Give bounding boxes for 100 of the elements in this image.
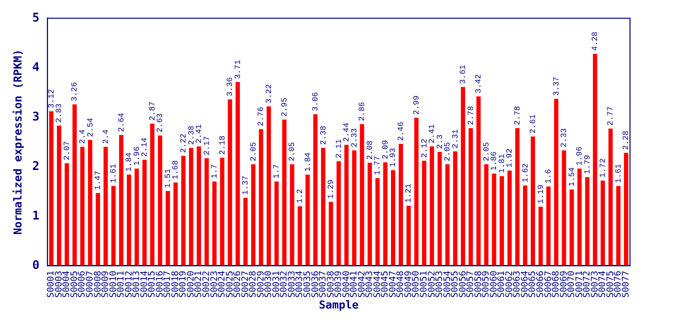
bar: [577, 168, 582, 266]
data-label: 1.92: [506, 148, 515, 168]
bar: [313, 114, 318, 266]
bar: [328, 202, 334, 266]
data-label: 2.99: [412, 95, 422, 115]
x-tick-label: S0077: [621, 270, 632, 298]
data-label: 1.77: [374, 156, 383, 176]
data-label: 2.61: [529, 114, 538, 134]
data-label: 3.06: [312, 92, 321, 112]
data-label: 2.33: [350, 128, 360, 148]
data-label: 1.62: [521, 163, 530, 183]
bar: [274, 182, 279, 266]
data-label: 1.96: [132, 146, 142, 166]
data-label: 1.2: [296, 188, 305, 204]
bar: [111, 186, 116, 266]
bar: [562, 150, 566, 266]
data-label: 3.26: [70, 82, 80, 102]
bar: [368, 162, 372, 266]
data-label: 1.61: [614, 164, 624, 184]
data-label: 2.78: [513, 106, 522, 126]
bar: [88, 140, 92, 266]
data-label: 2.31: [451, 128, 460, 148]
bar: [212, 182, 217, 266]
bar: [398, 144, 403, 266]
data-label: 3.36: [226, 76, 236, 96]
bar: [204, 158, 209, 266]
data-label: 2.08: [366, 140, 375, 160]
bar: [546, 186, 551, 266]
bar: [430, 146, 434, 266]
data-label: 2.41: [428, 124, 438, 144]
data-label: 1.37: [242, 175, 251, 195]
bar: [476, 96, 481, 266]
bar: [383, 162, 388, 266]
y-tick-label: 2: [32, 158, 40, 173]
data-label: 2.05: [482, 142, 492, 162]
data-label: 2.46: [396, 122, 406, 141]
bar: [360, 124, 364, 266]
y-tick-label: 1: [32, 208, 40, 222]
data-label: 2.07: [62, 140, 72, 160]
data-label: 1.47: [94, 170, 104, 190]
data-label: 1.7: [272, 164, 282, 179]
bar: [306, 174, 310, 266]
data-label: 2.78: [466, 106, 476, 126]
data-label: 2.3: [436, 134, 445, 149]
y-tick-label: 4: [32, 60, 40, 74]
data-label: 2.86: [358, 102, 368, 122]
bar: [438, 152, 442, 266]
data-label: 2.41: [195, 124, 204, 144]
bar: [592, 54, 598, 266]
bar: [251, 164, 256, 266]
bar: [188, 148, 194, 266]
bar: [422, 160, 426, 266]
bar: [243, 198, 248, 266]
bar: [453, 151, 458, 266]
data-label: 2.05: [288, 142, 298, 162]
data-label: 2.77: [606, 106, 616, 126]
data-label: 1.84: [125, 152, 134, 172]
bar: [500, 176, 504, 266]
data-label: 2.33: [560, 128, 570, 148]
data-label: 1.79: [583, 154, 592, 174]
bar: [507, 170, 512, 266]
data-label: 3.12: [47, 88, 56, 108]
bar: [258, 129, 264, 266]
bar: [134, 168, 139, 266]
bar: [570, 189, 574, 266]
bar: [298, 206, 302, 266]
bar: [390, 170, 396, 266]
bar: [624, 152, 628, 266]
data-label: 2.38: [187, 125, 196, 145]
bar: [608, 128, 613, 266]
data-label: 1.29: [327, 179, 336, 199]
data-label: 1.81: [498, 154, 507, 174]
data-label: 2.63: [156, 113, 166, 133]
data-label: 1.7: [210, 164, 220, 179]
data-label: 2.54: [86, 118, 96, 137]
data-label: 2.38: [319, 125, 328, 145]
bar: [523, 186, 528, 266]
data-label: 2.18: [218, 135, 228, 155]
data-label: 3.42: [474, 74, 484, 94]
bar: [236, 82, 240, 266]
bar: [228, 99, 232, 266]
data-label: 3.71: [234, 60, 243, 80]
bar: [468, 128, 473, 266]
bar: [492, 174, 496, 266]
data-label: 1.54: [568, 167, 577, 186]
data-label: 2.28: [622, 130, 632, 150]
bar: [530, 136, 536, 266]
data-label: 4.28: [591, 31, 600, 51]
bar: [64, 163, 69, 266]
bar: [56, 126, 62, 266]
bar: [104, 146, 108, 266]
bar: [96, 192, 100, 266]
bar: [49, 111, 54, 266]
data-label: 1.96: [576, 146, 585, 166]
bar: [336, 161, 341, 266]
y-tick-label: 5: [32, 10, 40, 24]
bar: [445, 164, 450, 266]
data-label: 3.37: [552, 76, 562, 96]
bar: [266, 106, 271, 266]
bar: [538, 206, 543, 266]
